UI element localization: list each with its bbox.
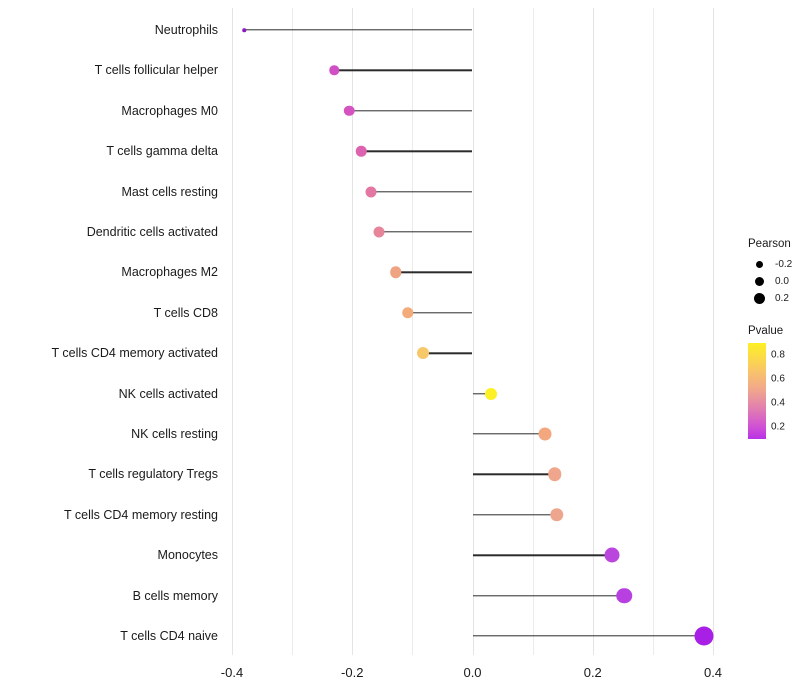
x-axis-tick-label: 0.0 bbox=[463, 665, 482, 680]
y-axis-label: Monocytes bbox=[157, 548, 218, 563]
lollipop-stem bbox=[472, 514, 557, 516]
pvalue-colorbar-tick-label: 0.2 bbox=[771, 421, 785, 433]
lollipop-point[interactable] bbox=[604, 547, 620, 563]
gridline-major bbox=[232, 8, 233, 655]
y-axis-label: T cells CD4 memory resting bbox=[64, 507, 218, 522]
y-axis-label: Macrophages M2 bbox=[121, 265, 218, 280]
lollipop-stem bbox=[334, 69, 473, 72]
gridline-minor bbox=[412, 8, 414, 655]
pvalue-color-legend: Pvalue 0.8 0.6 0.4 0.2 bbox=[748, 325, 800, 439]
lollipop-point[interactable] bbox=[356, 145, 367, 157]
pearson-legend-label: -0.2 bbox=[775, 259, 793, 270]
pvalue-colorbar-tick-label: 0.4 bbox=[771, 397, 785, 409]
gridline-minor bbox=[292, 8, 294, 655]
pvalue-colorbar-ticks: 0.8 0.6 0.4 0.2 bbox=[766, 343, 800, 439]
lollipop-point[interactable] bbox=[389, 266, 402, 279]
lollipop-stem bbox=[395, 271, 473, 274]
gridline-minor bbox=[532, 8, 534, 655]
x-axis-tick-label: -0.4 bbox=[220, 665, 244, 680]
y-axis-label: Dendritic cells activated bbox=[86, 225, 218, 239]
lollipop-stem bbox=[472, 635, 704, 637]
lollipop-stem bbox=[423, 352, 473, 354]
y-axis-label: B cells memory bbox=[132, 588, 218, 603]
lollipop-point[interactable] bbox=[242, 28, 246, 32]
pearson-size-legend: Pearson -0.2 0.0 0.2 bbox=[748, 238, 792, 307]
x-axis-tick-label: 0.2 bbox=[583, 665, 602, 680]
pearson-legend-dot-icon bbox=[748, 293, 770, 304]
lollipop-stem bbox=[472, 594, 624, 597]
lollipop-point[interactable] bbox=[694, 626, 714, 646]
pvalue-colorbar-mark bbox=[766, 379, 771, 380]
y-axis-label: Mast cells resting bbox=[121, 184, 218, 199]
pearson-legend-label: 0.2 bbox=[775, 293, 789, 304]
gridlines bbox=[0, 8, 800, 655]
lollipop-stem bbox=[472, 473, 555, 476]
pvalue-colorbar bbox=[748, 343, 766, 439]
lollipop-stem bbox=[361, 150, 473, 152]
lollipop-point[interactable] bbox=[484, 387, 497, 400]
lollipop-stem bbox=[349, 110, 473, 112]
lollipop-stem bbox=[244, 29, 473, 31]
pearson-legend-dot-icon bbox=[748, 261, 770, 268]
x-axis-tick-label: 0.4 bbox=[703, 665, 723, 680]
pvalue-legend-title: Pvalue bbox=[748, 325, 784, 337]
pearson-legend-label: 0.0 bbox=[775, 276, 789, 287]
lollipop-point[interactable] bbox=[373, 226, 385, 238]
x-axis-tick-label: -0.2 bbox=[341, 665, 364, 680]
lollipop-point[interactable] bbox=[548, 467, 562, 482]
lollipop-point[interactable] bbox=[616, 587, 632, 604]
y-axis-label: T cells follicular helper bbox=[94, 63, 218, 78]
pvalue-colorbar-mark bbox=[766, 427, 771, 428]
lollipop-point[interactable] bbox=[538, 427, 552, 441]
lollipop-stem bbox=[472, 392, 491, 395]
y-axis-label: T cells CD4 memory activated bbox=[51, 346, 219, 361]
lollipop-point[interactable] bbox=[549, 508, 564, 522]
y-axis-label: Neutrophils bbox=[154, 23, 218, 37]
pearson-legend-row: 0.2 bbox=[748, 290, 792, 307]
pearson-legend-row: 0.0 bbox=[748, 273, 792, 290]
y-axis-label: T cells CD4 naive bbox=[120, 629, 218, 643]
gridline-major bbox=[352, 8, 354, 655]
lollipop-stem bbox=[472, 554, 612, 556]
y-axis-label: Macrophages M0 bbox=[121, 103, 218, 118]
y-axis-label: NK cells activated bbox=[118, 386, 218, 401]
gridline-major bbox=[713, 8, 714, 655]
lollipop-point[interactable] bbox=[343, 105, 355, 117]
y-axis-label: T cells regulatory Tregs bbox=[88, 467, 218, 482]
lollipop-point[interactable] bbox=[417, 347, 430, 360]
y-axis-label: T cells gamma delta bbox=[106, 144, 218, 159]
pvalue-colorbar-mark bbox=[766, 403, 771, 404]
lollipop-point[interactable] bbox=[401, 307, 414, 319]
pearson-legend-title: Pearson bbox=[748, 238, 791, 250]
pvalue-colorbar-tick-label: 0.8 bbox=[771, 349, 785, 361]
lollipop-stem bbox=[407, 312, 473, 314]
lollipop-stem bbox=[371, 190, 473, 193]
gridline-major bbox=[472, 8, 474, 655]
lollipop-stem bbox=[472, 433, 545, 435]
lollipop-point[interactable] bbox=[329, 65, 339, 76]
pvalue-colorbar-tick-label: 0.6 bbox=[771, 373, 785, 385]
pvalue-colorbar-mark bbox=[766, 355, 771, 356]
lollipop-point[interactable] bbox=[365, 186, 377, 198]
y-axis-label: NK cells resting bbox=[131, 427, 218, 441]
gridline-minor bbox=[652, 8, 654, 655]
pearson-legend-dot-icon bbox=[748, 277, 770, 286]
y-axis-label: T cells CD8 bbox=[153, 305, 218, 320]
pearson-legend-row: -0.2 bbox=[748, 256, 792, 273]
gridline-major bbox=[592, 8, 594, 655]
lollipop-stem bbox=[379, 231, 473, 233]
